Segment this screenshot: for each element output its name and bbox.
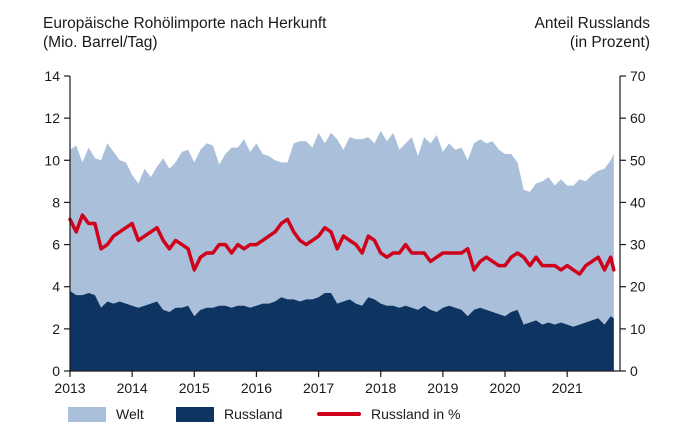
left-axis-title-line-1: Europäische Rohölimporte nach Herkunft [43,15,327,32]
left-tick-label: 6 [52,237,60,253]
left-tick-label: 0 [52,363,60,379]
right-axis-title-line-2: (in Prozent) [569,34,650,51]
series-line-russland-pct [68,213,616,276]
legend: Welt Russland Russland in % [0,406,700,430]
left-tick-label: 14 [44,68,60,84]
right-tick-label: 60 [630,110,646,126]
left-tick-label: 8 [52,194,60,210]
legend-label-russland-pct: Russland in % [371,406,461,422]
series-area-russland [70,290,614,371]
left-tick-label: 4 [52,279,60,295]
left-axis-title: Europäische Rohölimporte nach Herkunft (… [43,14,326,52]
right-tick-label: 0 [630,363,638,379]
right-tick-label: 30 [630,237,646,253]
legend-item-welt: Welt [68,406,144,422]
legend-item-russland-pct: Russland in % [317,406,461,422]
legend-label-welt: Welt [116,406,144,422]
right-tick-label: 40 [630,194,646,210]
right-axis-title: Anteil Russlands (in Prozent) [535,14,650,52]
right-tick-label: 70 [630,68,646,84]
x-tick-label: 2015 [179,380,210,396]
x-tick-label: 2019 [427,380,458,396]
left-axis-title-line-2: (Mio. Barrel/Tag) [43,34,158,51]
left-tick-label: 10 [44,152,60,168]
x-tick-label: 2021 [552,380,583,396]
legend-label-russland: Russland [224,406,283,422]
right-tick-label: 20 [630,279,646,295]
right-tick-label: 10 [630,321,646,337]
left-tick-label: 12 [44,110,60,126]
right-tick-label: 50 [630,152,646,168]
legend-swatch-welt [68,406,106,422]
legend-item-russland: Russland [176,406,282,422]
x-tick-label: 2017 [303,380,334,396]
x-tick-label: 2016 [241,380,272,396]
x-tick-label: 2018 [365,380,396,396]
x-tick-label: 2013 [54,380,85,396]
left-tick-label: 2 [52,321,60,337]
legend-swatch-russland [176,406,214,422]
x-tick-label: 2014 [117,380,148,396]
x-tick-label: 2020 [489,380,520,396]
legend-swatch-russland-pct [317,412,361,416]
right-axis-title-line-1: Anteil Russlands [534,15,650,32]
